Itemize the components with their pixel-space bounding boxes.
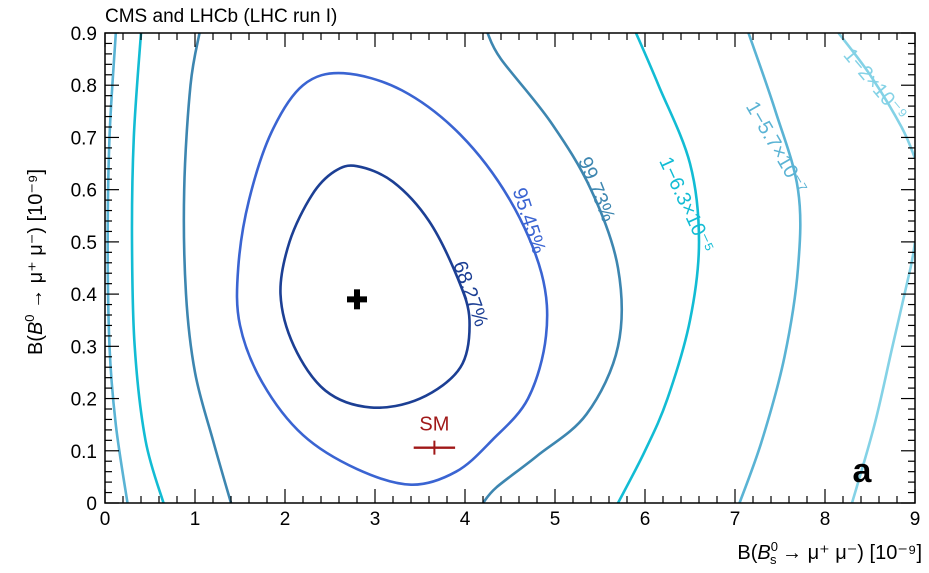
contour-label-2: 99.73%	[573, 154, 619, 225]
contour-line-3	[481, 33, 623, 503]
x-tick-label: 4	[460, 509, 471, 530]
x-tick-label: 9	[910, 509, 921, 530]
x-tick-label: 8	[820, 509, 831, 530]
chart-title: CMS and LHCb (LHC run I)	[105, 6, 337, 27]
contour-label-0: 68.27%	[448, 258, 492, 329]
contour-line-2	[182, 33, 233, 503]
contour-line-1	[235, 71, 549, 487]
y-axis-label: B(B0 → μ⁺ μ⁻) [10⁻⁹]	[22, 169, 47, 355]
x-tick-label: 1	[190, 509, 201, 530]
y-tick-label: 0.4	[71, 285, 98, 306]
contour-layer	[106, 33, 915, 503]
y-tick-label: 0.2	[71, 390, 97, 411]
contour-line-8	[850, 241, 915, 503]
contour-line-4	[130, 33, 165, 503]
y-tick-label: 0.7	[71, 128, 97, 149]
contour-line-9	[837, 33, 915, 159]
marker-layer: SM	[347, 289, 456, 455]
contour-label-layer: 68.27%95.45% 99.73% 1−6.3×10⁻⁵1−5.7×10⁻⁷1−…	[448, 44, 911, 329]
y-tick-label: 0.3	[71, 337, 97, 358]
x-tick-label: 2	[280, 509, 291, 530]
plot-frame	[104, 32, 916, 504]
contour-line-6	[106, 33, 129, 503]
x-tick-label: 0	[100, 509, 111, 530]
y-tick-label: 0.5	[71, 233, 97, 254]
contour-line-5	[616, 33, 701, 503]
x-tick-label: 5	[550, 509, 561, 530]
x-tick-label: 3	[370, 509, 381, 530]
contour-line-0	[279, 164, 471, 409]
x-tick-label: 6	[640, 509, 651, 530]
sm-label: SM	[419, 414, 449, 436]
contour-label-8: 1−2×10⁻⁹	[839, 44, 912, 125]
y-tick-label: 0.9	[71, 24, 97, 45]
y-tick-label: 0.6	[71, 181, 97, 202]
contour-line-7	[738, 33, 802, 503]
y-tick-label: 0	[86, 494, 97, 515]
panel-label: a	[853, 452, 873, 490]
y-tick-label: 0.8	[71, 76, 97, 97]
contour-label-1: 95.45%	[508, 185, 550, 257]
axes-layer: 0 1 2 3 4 5 6 7 8 9 0 0.1 0.2 0.3 0.4 0.5 0.6 0.7 0.8 0.9	[71, 24, 921, 530]
x-axis-label: B(B0 s → μ⁺ μ⁻) [10⁻⁹]	[737, 539, 922, 567]
y-tick-label: 0.1	[71, 442, 97, 463]
contour-label-4: 1−6.3×10⁻⁵	[654, 154, 718, 257]
x-tick-label: 7	[730, 509, 741, 530]
